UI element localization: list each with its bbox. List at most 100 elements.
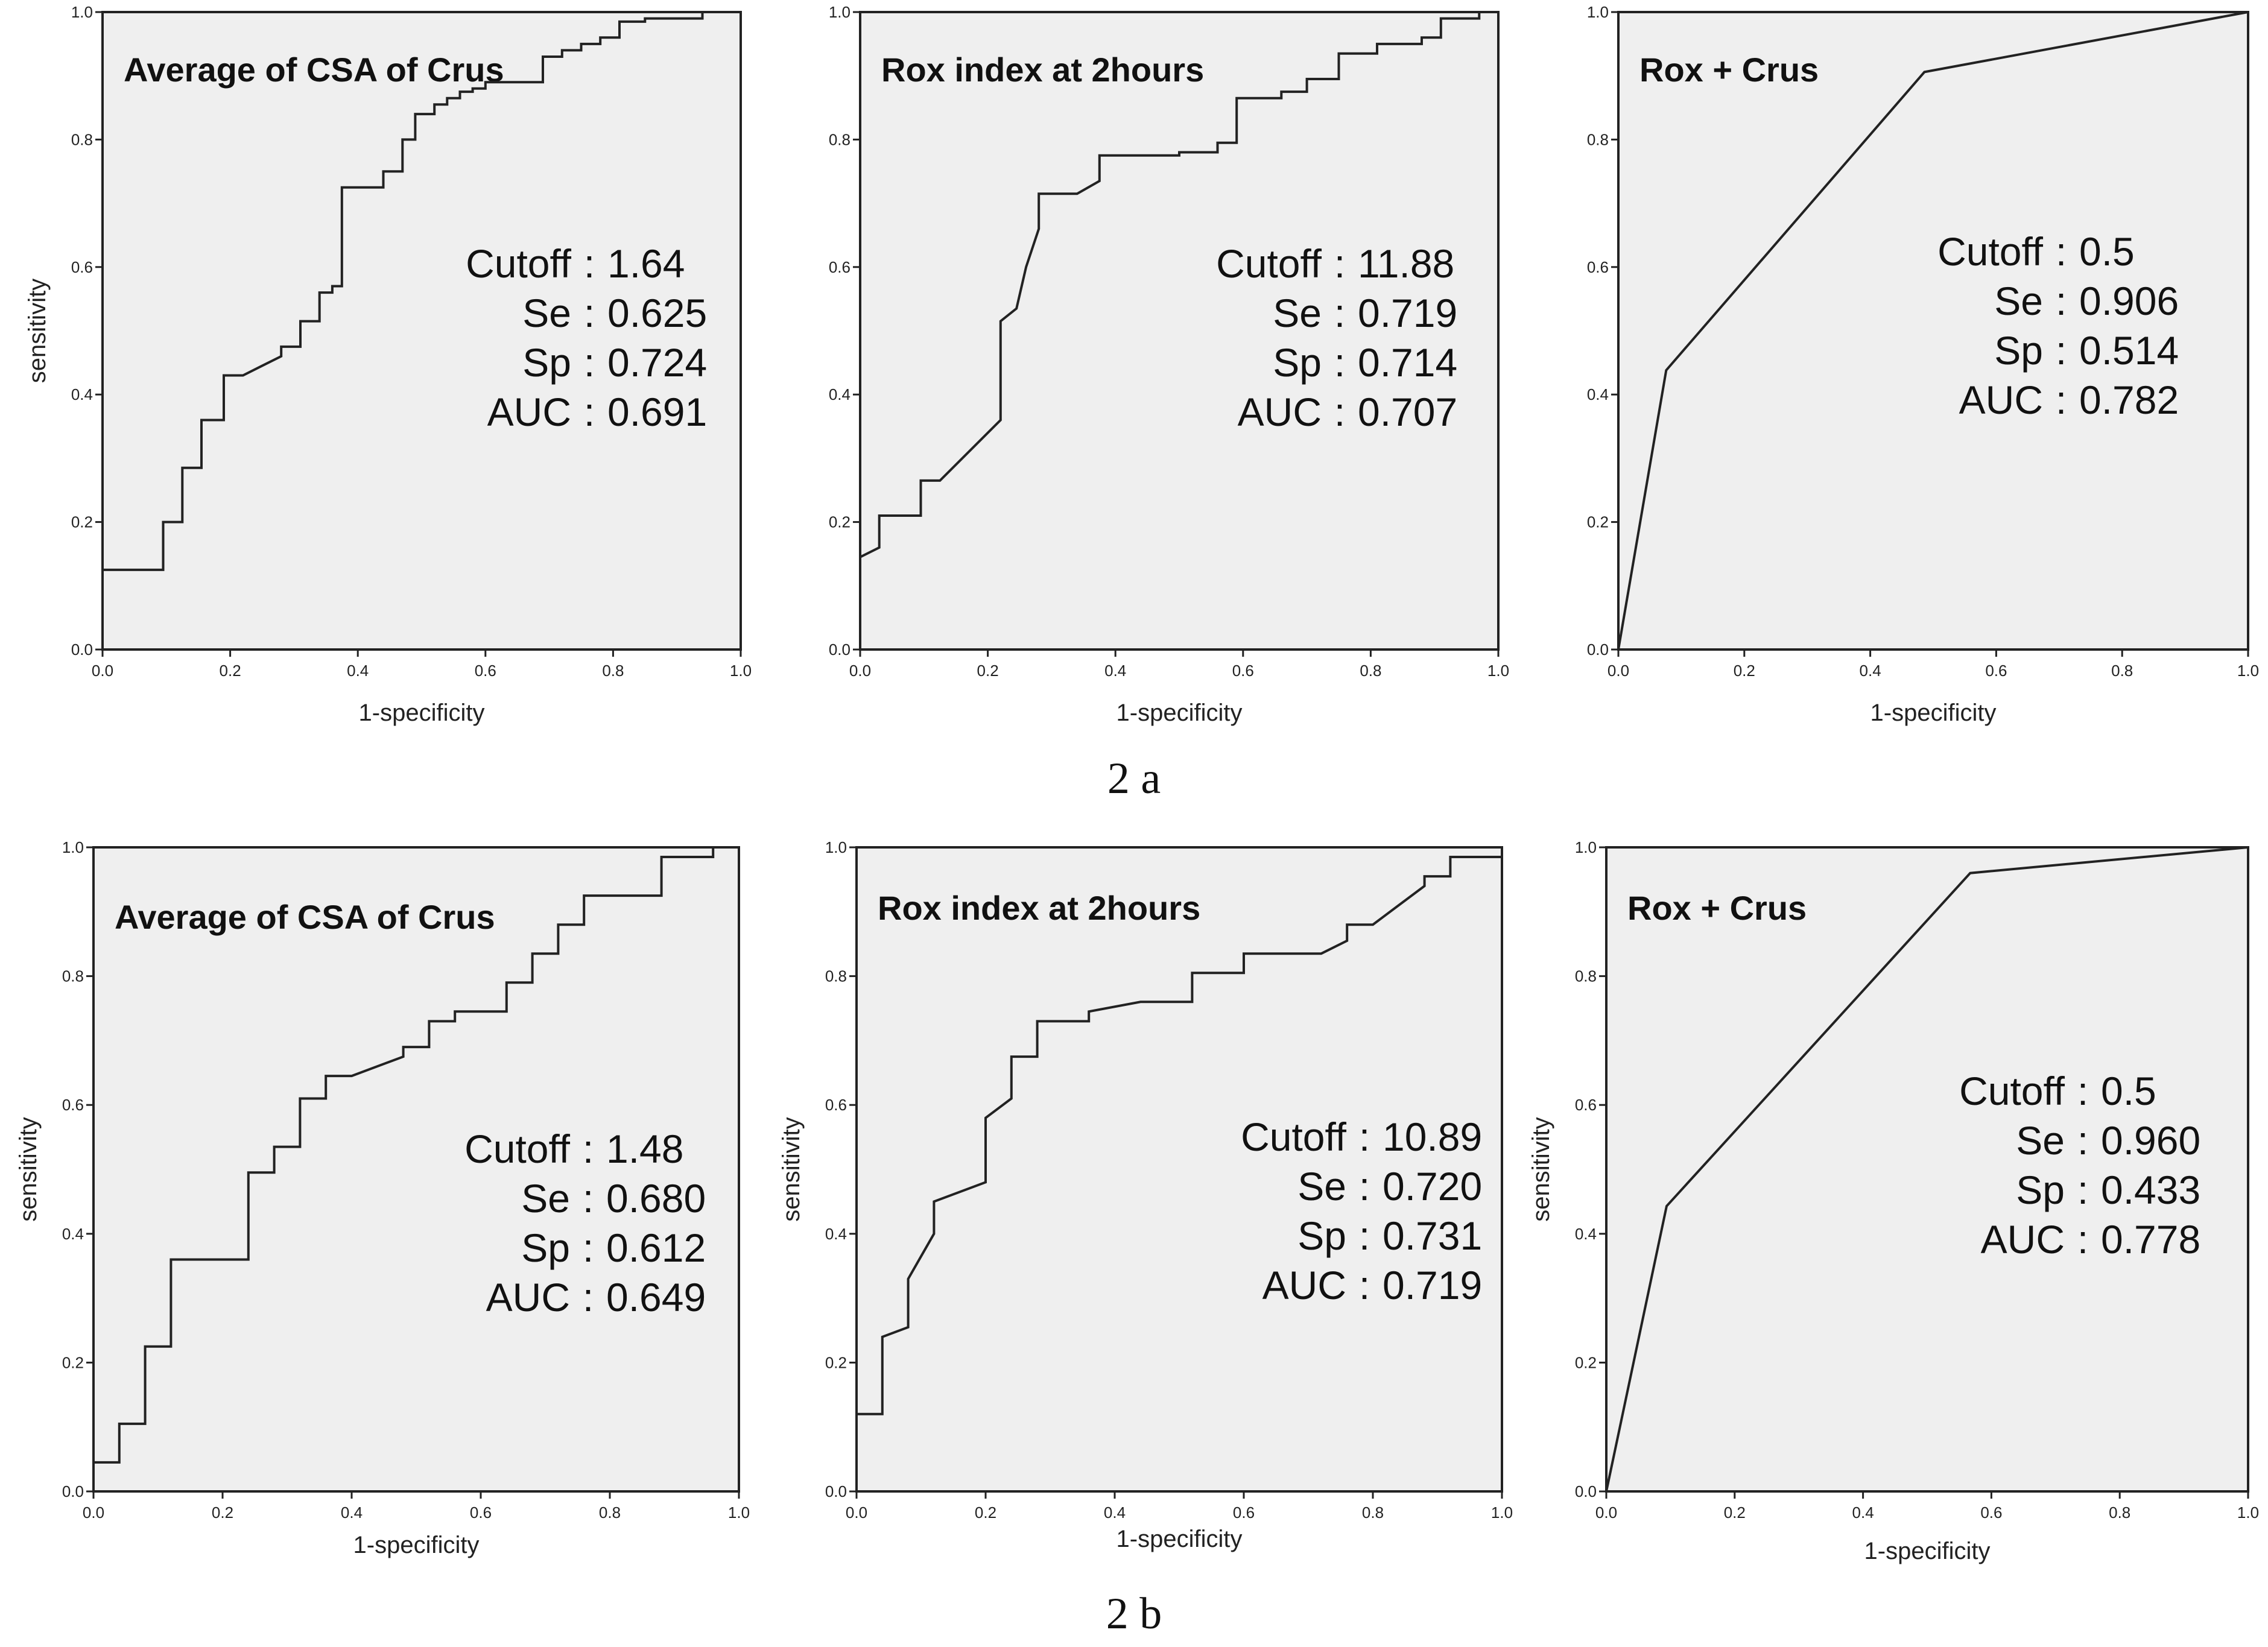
y-tick-label: 0.4 [62, 1225, 84, 1243]
stat-value-cutoff: 1.48 [606, 1127, 683, 1171]
stat-value-sp: 0.731 [1383, 1213, 1482, 1258]
stat-value-auc: 0.649 [606, 1275, 706, 1320]
stat-label-sp: Sp [1994, 328, 2043, 373]
stat-separator: : [584, 291, 595, 335]
y-tick-label: 0.6 [1575, 1096, 1597, 1114]
stat-separator: : [2056, 328, 2067, 373]
y-tick-label: 0.0 [62, 1482, 84, 1500]
panel-title: Rox + Crus [1627, 889, 1807, 927]
x-tick-label: 0.6 [475, 662, 496, 680]
x-axis-title: 1-specificity [1870, 700, 1997, 726]
x-tick-label: 0.4 [1852, 1503, 1874, 1522]
x-tick-label: 0.6 [1985, 662, 2007, 680]
y-tick-label: 0.2 [829, 513, 850, 531]
stat-label-cutoff: Cutoff [1241, 1114, 1347, 1159]
x-tick-label: 0.6 [470, 1503, 492, 1522]
x-tick-label: 0.2 [1724, 1503, 1746, 1522]
stat-separator: : [2077, 1118, 2088, 1163]
stat-value-auc: 0.778 [2101, 1217, 2200, 1262]
y-tick-label: 0.8 [1575, 967, 1597, 985]
y-tick-label: 1.0 [71, 3, 93, 21]
stat-separator: : [583, 1275, 594, 1320]
stat-value-cutoff: 0.5 [2101, 1069, 2156, 1113]
figure-caption-2b: 2 b [1106, 1589, 1162, 1639]
stat-separator: : [2056, 378, 2067, 422]
x-tick-label: 1.0 [2237, 662, 2259, 680]
stat-value-se: 0.625 [607, 291, 707, 335]
x-tick-label: 0.0 [1608, 662, 1629, 680]
x-tick-label: 0.8 [2109, 1503, 2130, 1522]
stat-value-cutoff: 10.89 [1383, 1114, 1482, 1159]
stat-separator: : [583, 1127, 594, 1171]
x-tick-label: 0.0 [1595, 1503, 1617, 1522]
stat-separator: : [1359, 1263, 1370, 1307]
stat-value-cutoff: 11.88 [1358, 241, 1454, 286]
stat-value-auc: 0.707 [1358, 390, 1457, 434]
x-tick-label: 0.8 [602, 662, 624, 680]
y-tick-label: 1.0 [825, 838, 847, 856]
x-tick-label: 1.0 [728, 1503, 750, 1522]
y-tick-label: 0.0 [829, 640, 850, 659]
stat-separator: : [2077, 1069, 2088, 1113]
stat-label-se: Se [1297, 1164, 1346, 1209]
roc-panel-2: 0.0 0.0 0.2 0.2 0.4 0.4 0.6 0.6 0.8 0.8 1.0 1.0 1-sp… [829, 3, 1509, 726]
y-axis-title: sensitivity [24, 279, 51, 383]
stat-label-auc: AUC [1959, 378, 2043, 422]
y-tick-label: 0.4 [1575, 1225, 1597, 1243]
roc-curve [855, 856, 1502, 1491]
x-tick-label: 1.0 [1487, 662, 1509, 680]
plot-area [101, 11, 742, 651]
y-tick-label: 1.0 [62, 838, 84, 856]
stat-label-auc: AUC [1238, 390, 1322, 434]
stat-separator: : [1359, 1213, 1370, 1258]
panel-title: Average of CSA of Crus [124, 51, 504, 89]
y-tick-label: 0.2 [825, 1353, 847, 1371]
x-tick-label: 1.0 [2237, 1503, 2259, 1522]
stat-value-se: 0.960 [2101, 1118, 2200, 1163]
stat-label-auc: AUC [1262, 1263, 1346, 1307]
y-axis-title: sensitivity [15, 1117, 42, 1221]
stat-label-sp: Sp [1297, 1213, 1346, 1258]
roc-panel-4: 0.0 0.0 0.2 0.2 0.4 0.4 0.6 0.6 0.8 0.8 1.0 1.0 1-sp… [15, 838, 750, 1558]
y-tick-label: 0.2 [62, 1353, 84, 1371]
y-tick-label: 1.0 [829, 3, 850, 21]
x-axis-title: 1-specificity [1864, 1538, 1991, 1564]
y-tick-label: 0.8 [829, 130, 850, 148]
y-tick-label: 0.0 [825, 1482, 847, 1500]
plot-area [1605, 846, 2249, 1493]
y-axis-title: sensitivity [778, 1117, 805, 1221]
stat-value-se: 0.720 [1383, 1164, 1482, 1209]
panel-title: Average of CSA of Crus [115, 898, 495, 936]
x-axis-title: 1-specificity [1117, 700, 1243, 726]
stat-separator: : [1334, 340, 1345, 385]
roc-curve [92, 846, 739, 1491]
y-tick-label: 0.6 [71, 258, 93, 276]
stat-label-auc: AUC [486, 1275, 570, 1320]
x-tick-label: 0.6 [1232, 662, 1254, 680]
stat-label-se: Se [2016, 1118, 2065, 1163]
stat-value-cutoff: 0.5 [2079, 229, 2135, 274]
y-tick-label: 0.6 [829, 258, 850, 276]
stat-separator: : [2077, 1168, 2088, 1212]
stat-label-sp: Sp [1273, 340, 1322, 385]
figure-caption-2a: 2 a [1107, 754, 1161, 803]
y-tick-label: 0.6 [62, 1096, 84, 1114]
roc-curve [1605, 846, 2249, 1492]
y-tick-label: 0.4 [825, 1225, 847, 1243]
y-tick-label: 0.6 [1587, 258, 1609, 276]
panel-title: Rox index at 2hours [878, 889, 1200, 927]
x-tick-label: 1.0 [1491, 1503, 1513, 1522]
y-tick-label: 0.8 [825, 967, 847, 985]
y-tick-label: 0.4 [1587, 385, 1609, 403]
plot-area [1617, 11, 2249, 651]
x-tick-label: 0.8 [1360, 662, 1381, 680]
stat-label-se: Se [521, 1176, 570, 1221]
stat-value-se: 0.680 [606, 1176, 706, 1221]
stat-separator: : [583, 1225, 594, 1270]
x-tick-label: 0.8 [599, 1503, 621, 1522]
roc-curve [859, 11, 1498, 650]
stat-value-sp: 0.714 [1358, 340, 1457, 385]
x-tick-label: 0.6 [1980, 1503, 2002, 1522]
x-tick-label: 0.0 [92, 662, 113, 680]
